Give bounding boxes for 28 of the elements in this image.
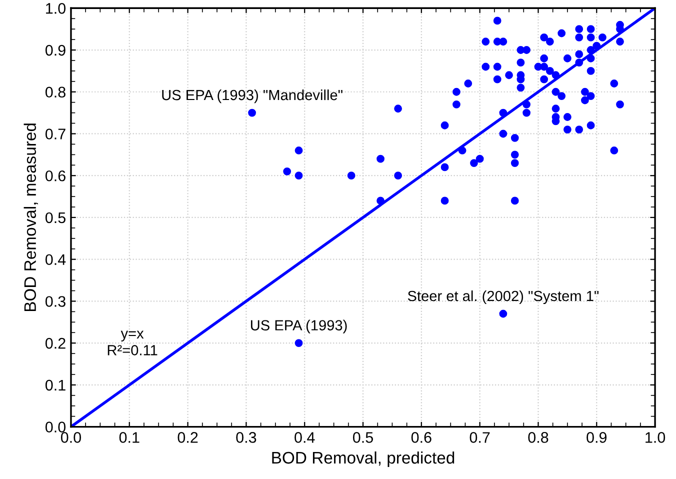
annotation: y=x R²=0.11 [108,330,158,356]
annotation: US EPA (1993) "Mandeville" [162,89,342,104]
x-tick-label: 0.6 [411,432,432,443]
y-tick-label: 0.7 [45,128,66,140]
x-tick-label: 0.1 [119,432,140,443]
x-tick-label: 0.8 [528,432,548,443]
y-tick-label: 0.6 [45,170,66,182]
y-tick-label: 0.2 [45,338,66,349]
y-tick-label: 0.8 [45,86,66,98]
x-tick-label: 0.3 [236,432,256,443]
y-tick-label: 0.5 [45,212,66,224]
y-tick-label: 0.9 [45,44,66,56]
y-tick-label: 1.0 [46,3,66,14]
x-axis-title: BOD Removal, predicted [272,451,454,467]
y-tick-label: 0.3 [45,296,66,307]
x-tick-label: 0.4 [294,432,315,443]
y-tick-label: 0.4 [45,254,66,266]
y-tick-label: 0.1 [45,380,66,391]
x-tick-label: 0.5 [352,432,373,443]
x-tick-label: 1.0 [646,432,666,443]
annotation: Steer et al. (2002) "System 1" [408,290,599,304]
y-tick-label: 0.0 [45,422,66,432]
x-tick-label: 0.7 [470,432,490,443]
x-tick-label: 0.0 [60,432,81,443]
x-tick-label: 0.2 [178,432,198,443]
y-axis-title: BOD Removal, measured [24,124,38,312]
annotation: US EPA (1993) [250,320,347,334]
x-tick-label: 0.9 [586,432,607,443]
